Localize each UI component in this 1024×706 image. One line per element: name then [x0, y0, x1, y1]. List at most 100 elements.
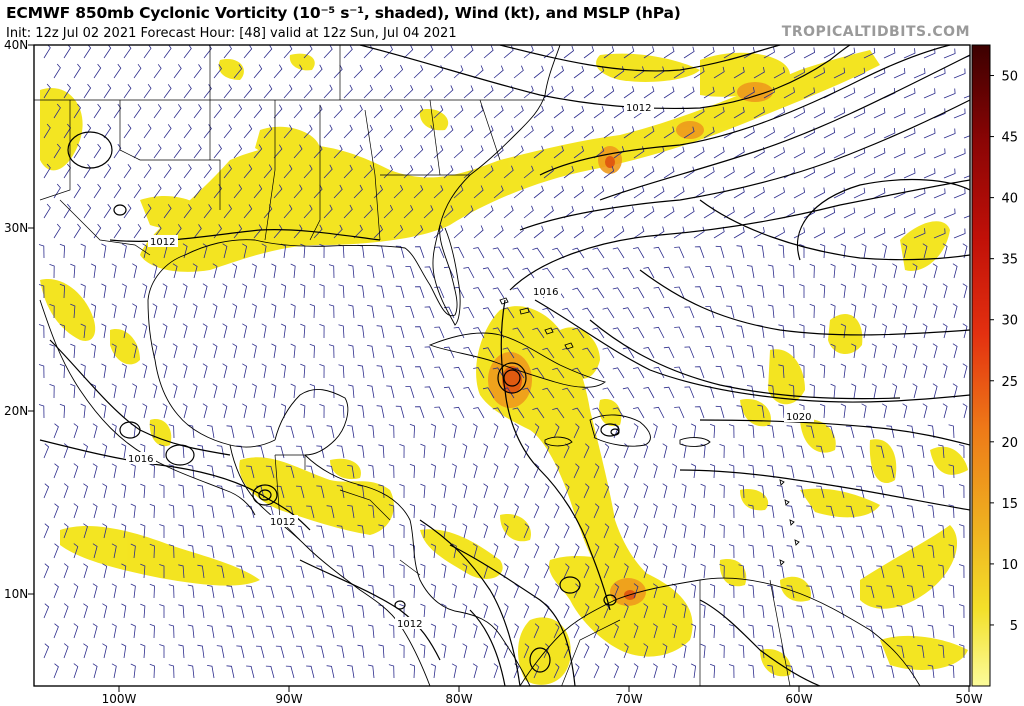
wind-barb [63, 563, 69, 579]
wind-barb [383, 124, 393, 139]
wind-barb [773, 147, 785, 159]
wind-barb [892, 343, 898, 359]
wind-barb [53, 423, 59, 439]
wind-barb [243, 164, 253, 179]
wind-barb [326, 625, 335, 639]
colorbar: 50 45 40 35 30 25 20 15 10 5 [971, 44, 1018, 687]
wind-barb [673, 146, 685, 159]
wind-barb [242, 363, 248, 379]
wind-barb [845, 545, 855, 559]
wind-barb [462, 523, 468, 539]
wind-barb [162, 283, 168, 299]
wind-barb [748, 624, 755, 639]
wind-barb [92, 463, 98, 479]
wind-barb [873, 187, 886, 199]
wind-barb [652, 423, 658, 439]
wind-barb [280, 363, 287, 379]
wind-barb [684, 306, 695, 319]
wind-barb [622, 267, 635, 279]
wind-barb [612, 247, 625, 259]
wind-barb [73, 423, 79, 439]
wind-barb [813, 67, 826, 79]
wind-barb [855, 645, 865, 659]
wind-barb [378, 524, 385, 539]
wind-barb [715, 405, 725, 419]
wind-barb [253, 184, 263, 199]
wind-barb [883, 167, 896, 179]
wind-barb [319, 404, 325, 419]
wind-barb [226, 425, 235, 439]
wind-barb [451, 663, 457, 679]
wind-barb [719, 524, 725, 539]
wind-barb [383, 45, 393, 59]
wind-barb [333, 64, 343, 79]
wind-barb [295, 605, 305, 619]
wind-barb [962, 283, 968, 299]
wind-barb [103, 123, 112, 139]
wind-barb [193, 144, 202, 159]
wind-barb [938, 444, 945, 459]
wind-barb [913, 228, 926, 239]
wind-barb [906, 465, 915, 479]
wind-barb [623, 443, 629, 459]
wind-barb [583, 85, 595, 99]
wind-barb [913, 148, 926, 159]
wind-barb [932, 383, 938, 399]
wind-barb [73, 183, 81, 199]
wind-barb [226, 545, 235, 559]
wind-barb [593, 423, 600, 439]
wind-barb [886, 625, 895, 639]
wind-barb [173, 224, 182, 239]
wind-barb [927, 664, 935, 679]
wind-barb [367, 584, 375, 599]
wind-barb [73, 143, 81, 159]
wind-barb [290, 383, 296, 399]
wind-barb [328, 384, 335, 399]
isobar-label: 1020 [786, 412, 811, 423]
wind-barb [953, 68, 966, 79]
wind-barb [338, 284, 345, 299]
wind-barb [816, 565, 825, 579]
wind-barb [522, 347, 535, 359]
wind-barb [927, 584, 935, 599]
wind-barb [434, 326, 445, 339]
wind-barb [430, 503, 436, 519]
wind-barb [861, 323, 867, 339]
wind-barb [602, 267, 615, 279]
wind-barb [662, 563, 668, 579]
wind-barb [633, 663, 639, 679]
wind-barb [709, 583, 716, 599]
wind-barb [73, 63, 81, 79]
wind-barb [573, 225, 585, 239]
wind-barb [643, 126, 655, 139]
wind-barb [303, 164, 313, 179]
wind-barb [927, 544, 935, 559]
wind-barb [70, 383, 76, 399]
wind-barb [113, 63, 122, 79]
wind-barb [723, 46, 735, 59]
wind-barb [633, 186, 645, 199]
wind-barb [357, 364, 365, 379]
wind-barb [803, 87, 816, 99]
colorbar-tick-label: 10 [1001, 558, 1018, 573]
wind-barb [652, 503, 658, 519]
wind-barb [393, 64, 404, 79]
wind-barb [293, 64, 303, 79]
wind-barb [806, 505, 815, 519]
wind-barb [393, 104, 404, 119]
wind-barb [113, 103, 122, 119]
wind-barb [523, 205, 534, 219]
wind-barb [347, 384, 355, 399]
wind-barb [623, 483, 629, 499]
wind-barb [513, 463, 519, 479]
wind-barb [715, 245, 725, 259]
wind-barb [159, 484, 165, 498]
wind-barb [285, 465, 295, 479]
wind-barb [603, 443, 610, 459]
wind-barb [393, 184, 404, 199]
wind-barb [728, 664, 735, 679]
wind-barb [172, 343, 178, 359]
wind-barb [830, 343, 836, 359]
wind-barb [383, 204, 393, 219]
wind-barb [38, 404, 45, 419]
